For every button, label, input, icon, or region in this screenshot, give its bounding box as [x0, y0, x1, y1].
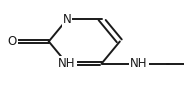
Text: NH: NH [58, 57, 76, 70]
Text: NH: NH [130, 57, 148, 70]
Text: N: N [63, 13, 71, 26]
Text: O: O [8, 35, 17, 48]
